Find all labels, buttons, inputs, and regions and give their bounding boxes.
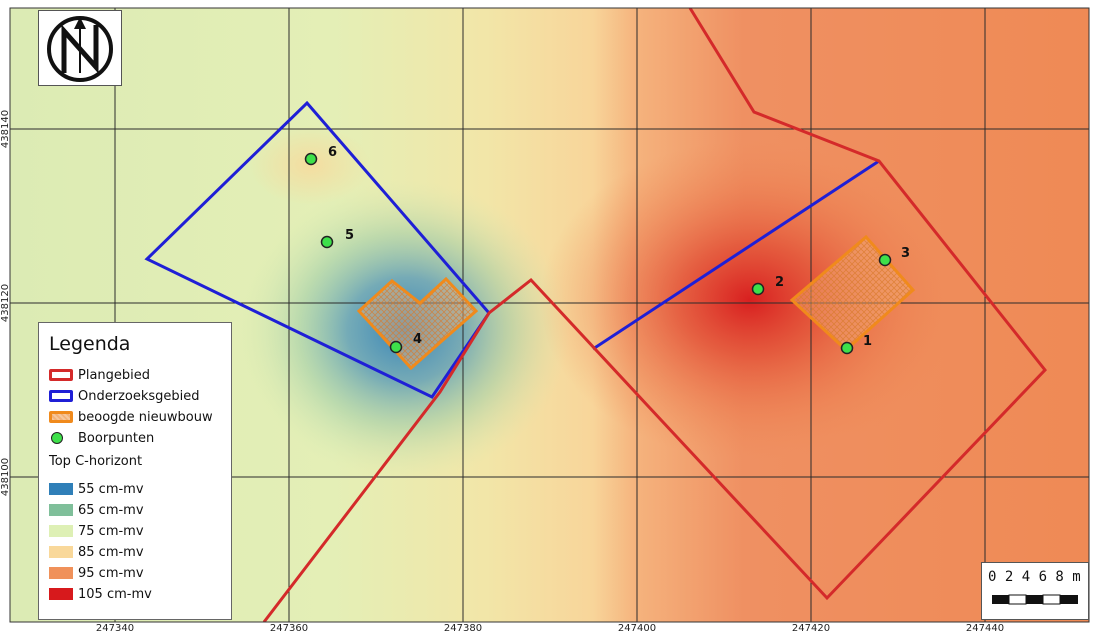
y-tick-label: 438120 — [0, 284, 11, 322]
x-tick-label: 247340 — [96, 623, 134, 633]
boorpunt-label-1: 1 — [863, 334, 872, 349]
legend-class: 75 cm-mv — [49, 521, 221, 541]
boorpunt-label-6: 6 — [328, 145, 337, 160]
legend-label: Boorpunten — [78, 430, 155, 446]
legend-class-swatch — [49, 504, 73, 516]
x-tick-label: 247400 — [618, 623, 656, 633]
legend-item-onderzoeksgebied: Onderzoeksgebied — [49, 386, 221, 406]
nieuwbouw-west — [356, 276, 479, 371]
legend-item-boorpunten: Boorpunten — [49, 428, 221, 448]
x-tick-label: 247420 — [792, 623, 830, 633]
legend-class-swatch — [49, 483, 73, 495]
legend-item-plangebied: Plangebied — [49, 365, 221, 385]
legend-label: Onderzoeksgebied — [78, 388, 200, 404]
legend-label: Plangebied — [78, 367, 151, 383]
legend-subtitle: Top C-horizont — [49, 454, 143, 469]
x-tick-label: 247360 — [270, 623, 308, 633]
legend-class-label: 95 cm-mv — [78, 565, 144, 581]
onderzoeksgebied-east — [592, 159, 880, 351]
onderzoeksgebied-west — [144, 100, 491, 399]
scale-bar: 0 2 4 6 8 m — [981, 562, 1089, 620]
legend-class-label: 85 cm-mv — [78, 544, 144, 560]
legend-title: Legenda — [49, 333, 131, 355]
legend-class: 95 cm-mv — [49, 563, 221, 583]
boorpunt-3 — [878, 253, 892, 267]
y-tick-label: 438100 — [0, 458, 11, 496]
boorpunt-dot-icon — [49, 431, 73, 445]
boorpunt-1 — [840, 341, 854, 355]
legend-class-swatch — [49, 525, 73, 537]
plangebied-outline — [262, 8, 1047, 622]
legend-class-label: 105 cm-mv — [78, 586, 152, 602]
boorpunt-4 — [389, 340, 403, 354]
legend-swatch — [49, 369, 73, 381]
north-arrow — [38, 10, 122, 86]
legend: Legenda Plangebied Onderzoeksgebied beoo… — [38, 322, 232, 620]
boorpunt-label-2: 2 — [775, 275, 784, 290]
legend-class: 105 cm-mv — [49, 584, 221, 604]
boorpunt-label-4: 4 — [413, 332, 422, 347]
x-tick-label: 247380 — [444, 623, 482, 633]
legend-class: 55 cm-mv — [49, 479, 221, 499]
x-tick-label: 247440 — [966, 623, 1004, 633]
scale-bar-labels: 0 2 4 6 8 m — [988, 569, 1081, 585]
boorpunt-label-5: 5 — [345, 228, 354, 243]
legend-class-swatch — [49, 546, 73, 558]
legend-class-label: 65 cm-mv — [78, 502, 144, 518]
boorpunt-5 — [320, 235, 334, 249]
boorpunt-label-3: 3 — [901, 246, 910, 261]
y-tick-label: 438140 — [0, 110, 11, 148]
north-arrow-icon — [47, 16, 113, 82]
legend-swatch — [49, 390, 73, 402]
legend-label: beoogde nieuwbouw — [78, 409, 213, 425]
legend-class-label: 75 cm-mv — [78, 523, 144, 539]
legend-class-swatch — [49, 588, 73, 600]
legend-class-label: 55 cm-mv — [78, 481, 144, 497]
legend-item-nieuwbouw: beoogde nieuwbouw — [49, 407, 221, 427]
legend-class: 65 cm-mv — [49, 500, 221, 520]
boorpunten — [304, 152, 892, 355]
scale-bar-graphic — [992, 594, 1078, 605]
legend-class: 85 cm-mv — [49, 542, 221, 562]
map-border — [9, 7, 1090, 623]
boorpunt-2 — [751, 282, 765, 296]
raster-high-area — [540, 140, 960, 460]
legend-swatch — [49, 411, 73, 423]
legend-class-swatch — [49, 567, 73, 579]
boorpunt-6 — [304, 152, 318, 166]
